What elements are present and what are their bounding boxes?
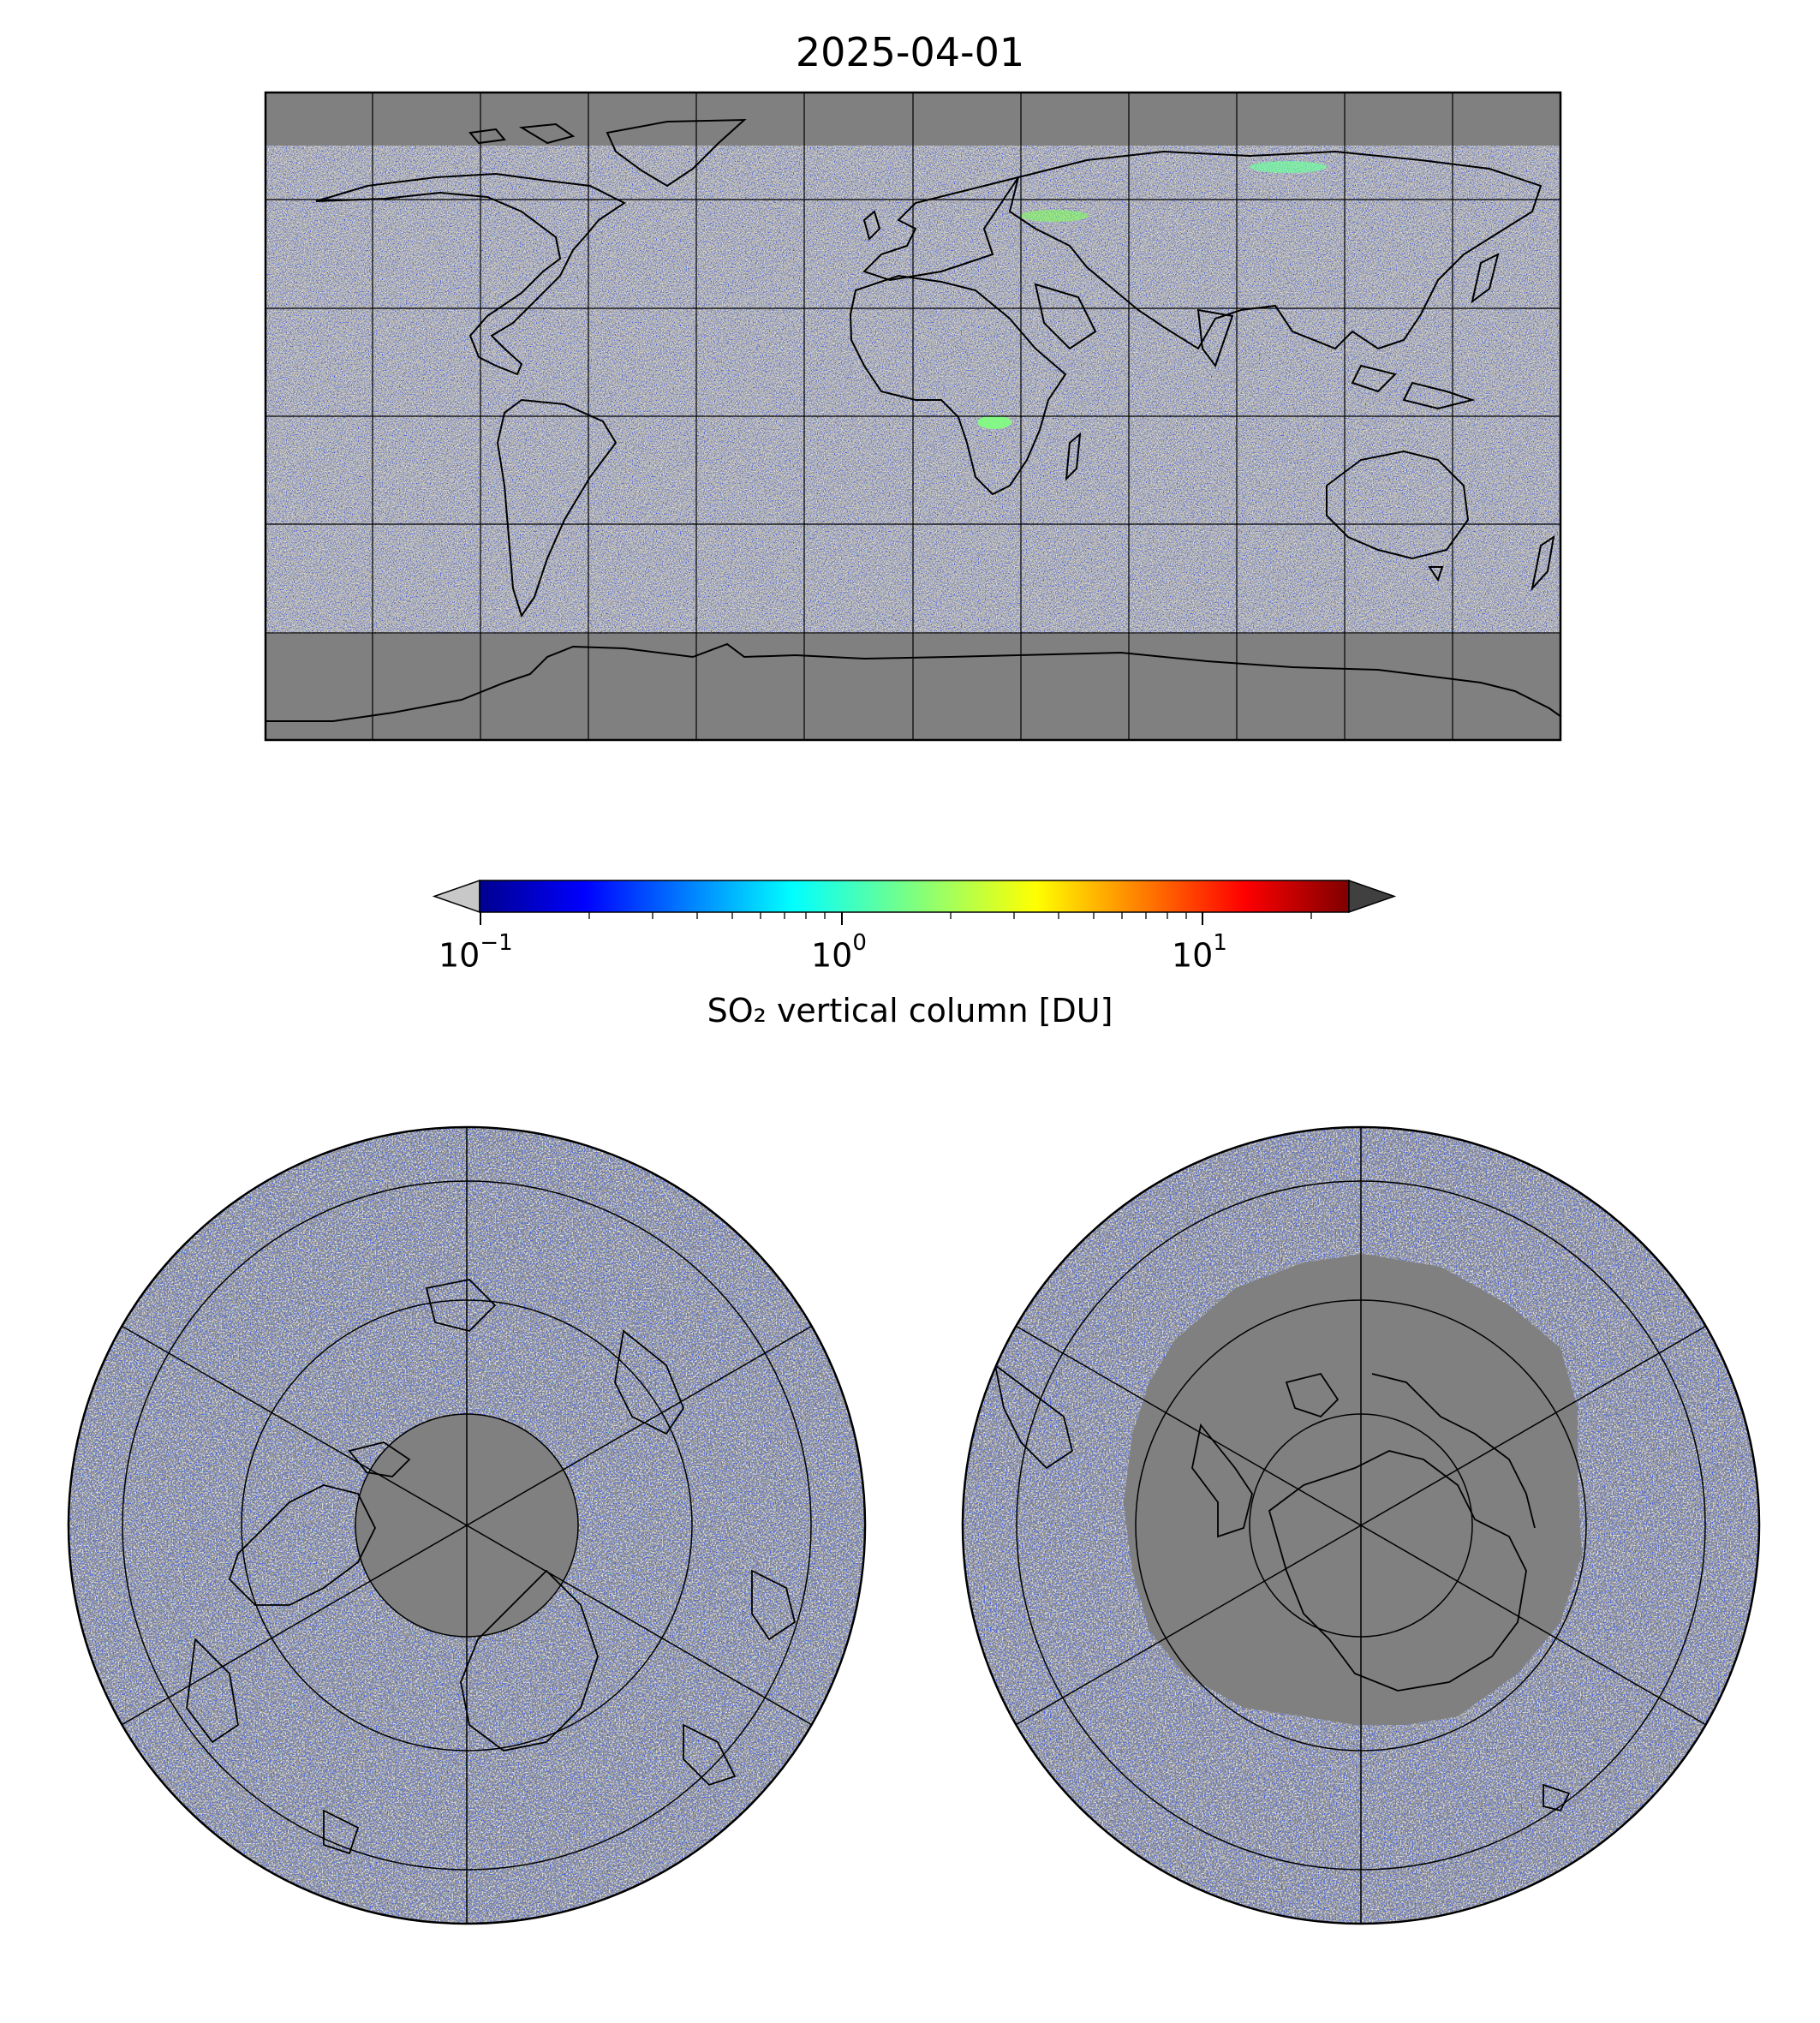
- coastlines: [186, 1279, 797, 1855]
- colorbar-gradient: [479, 880, 1350, 913]
- so2-plume: [977, 415, 1011, 429]
- graticule: [1013, 1127, 1709, 1924]
- colorbar: [432, 879, 1397, 925]
- map-frame: [264, 91, 1562, 742]
- global-map: [264, 91, 1562, 742]
- polar-no-data-cap: [1124, 1254, 1582, 1725]
- north-polar-map: [67, 1125, 867, 1925]
- colorbar-label: SO₂ vertical column [DU]: [707, 992, 1113, 1029]
- map-frame: [961, 1125, 1761, 1925]
- so2-plume: [1250, 161, 1327, 173]
- colorbar-under-extension: [432, 879, 480, 914]
- colorbar-tick-label: 100: [811, 930, 867, 975]
- colorbar-ticks: [480, 912, 1203, 925]
- so2-plume: [1020, 210, 1089, 222]
- colorbar-over-extension: [1348, 879, 1397, 914]
- graticule: [265, 92, 1561, 741]
- coastlines: [265, 118, 1562, 722]
- coastlines: [994, 1363, 1571, 1812]
- colorbar-tick-label: 101: [1172, 930, 1227, 975]
- south-polar-map: [961, 1125, 1761, 1925]
- map-title: 2025-04-01: [795, 29, 1025, 75]
- graticule: [119, 1127, 815, 1924]
- colorbar-tick-label: 10−1: [439, 930, 513, 975]
- map-frame: [67, 1125, 867, 1925]
